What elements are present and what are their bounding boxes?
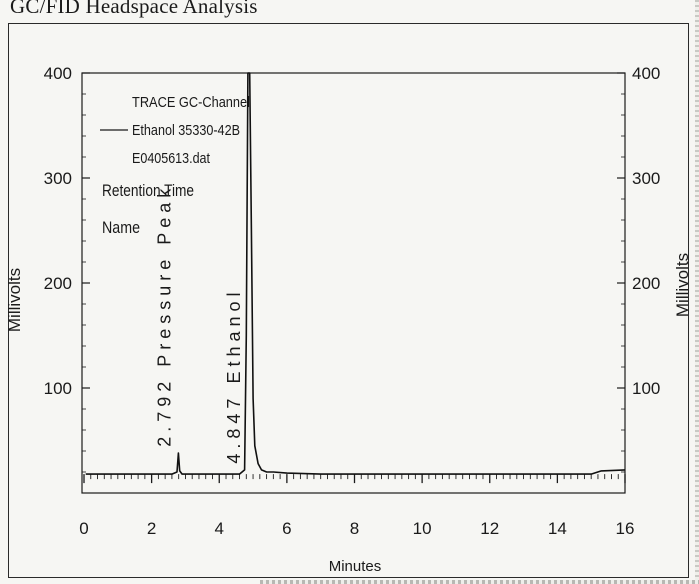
x-axis-ticks [83, 474, 626, 484]
x-tick-label: 10 [413, 519, 432, 538]
peak-label: 4.847 Ethanol [224, 288, 244, 464]
x-tick-label: 14 [548, 519, 567, 538]
peak-label: 2.792 Pressure Peak [154, 184, 174, 447]
annotation-header-name: Name [102, 218, 140, 237]
x-tick-label: 6 [282, 519, 291, 538]
legend-file: E0405613.dat [132, 150, 211, 167]
page-title: GC/FID Headspace Analysis [10, 0, 258, 18]
annotation-header-retention: Retention Time [102, 181, 194, 200]
y-tick-label-left: 300 [44, 169, 72, 188]
peak-labels: 2.792 Pressure Peak 4.847 Ethanol [154, 184, 244, 464]
scan-edge-bottom [260, 580, 699, 584]
x-tick-label: 2 [147, 519, 156, 538]
x-tick-label: 0 [79, 519, 88, 538]
legend-channel: TRACE GC-Channel [132, 94, 250, 111]
x-axis-label: Minutes [329, 558, 382, 575]
y-axis-label-right: Millivolts [673, 253, 692, 317]
y-tick-label-left: 100 [44, 379, 72, 398]
chart-frame [8, 23, 689, 578]
y-tick-label-left: 200 [44, 274, 72, 293]
y-axis-right: 100 200 300 400 [617, 64, 660, 473]
y-axis-left: 100 200 300 400 [44, 64, 90, 473]
x-tick-label: 12 [480, 519, 499, 538]
legend-series-label: Ethanol 35330-42B [132, 122, 240, 139]
y-tick-label-right: 100 [632, 379, 660, 398]
y-tick-label-right: 200 [632, 274, 660, 293]
scan-edge-right [695, 0, 699, 584]
x-tick-label: 16 [616, 519, 635, 538]
chromatogram-trace [85, 72, 626, 475]
y-axis-label-left: Millivolts [5, 268, 24, 332]
x-tick-label: 8 [350, 519, 359, 538]
y-tick-label-right: 300 [632, 169, 660, 188]
x-tick-label: 4 [215, 519, 224, 538]
y-tick-label-right: 400 [632, 64, 660, 83]
x-axis-tick-labels: 0 2 4 6 8 10 12 14 16 [79, 519, 634, 538]
y-tick-label-left: 400 [44, 64, 72, 83]
